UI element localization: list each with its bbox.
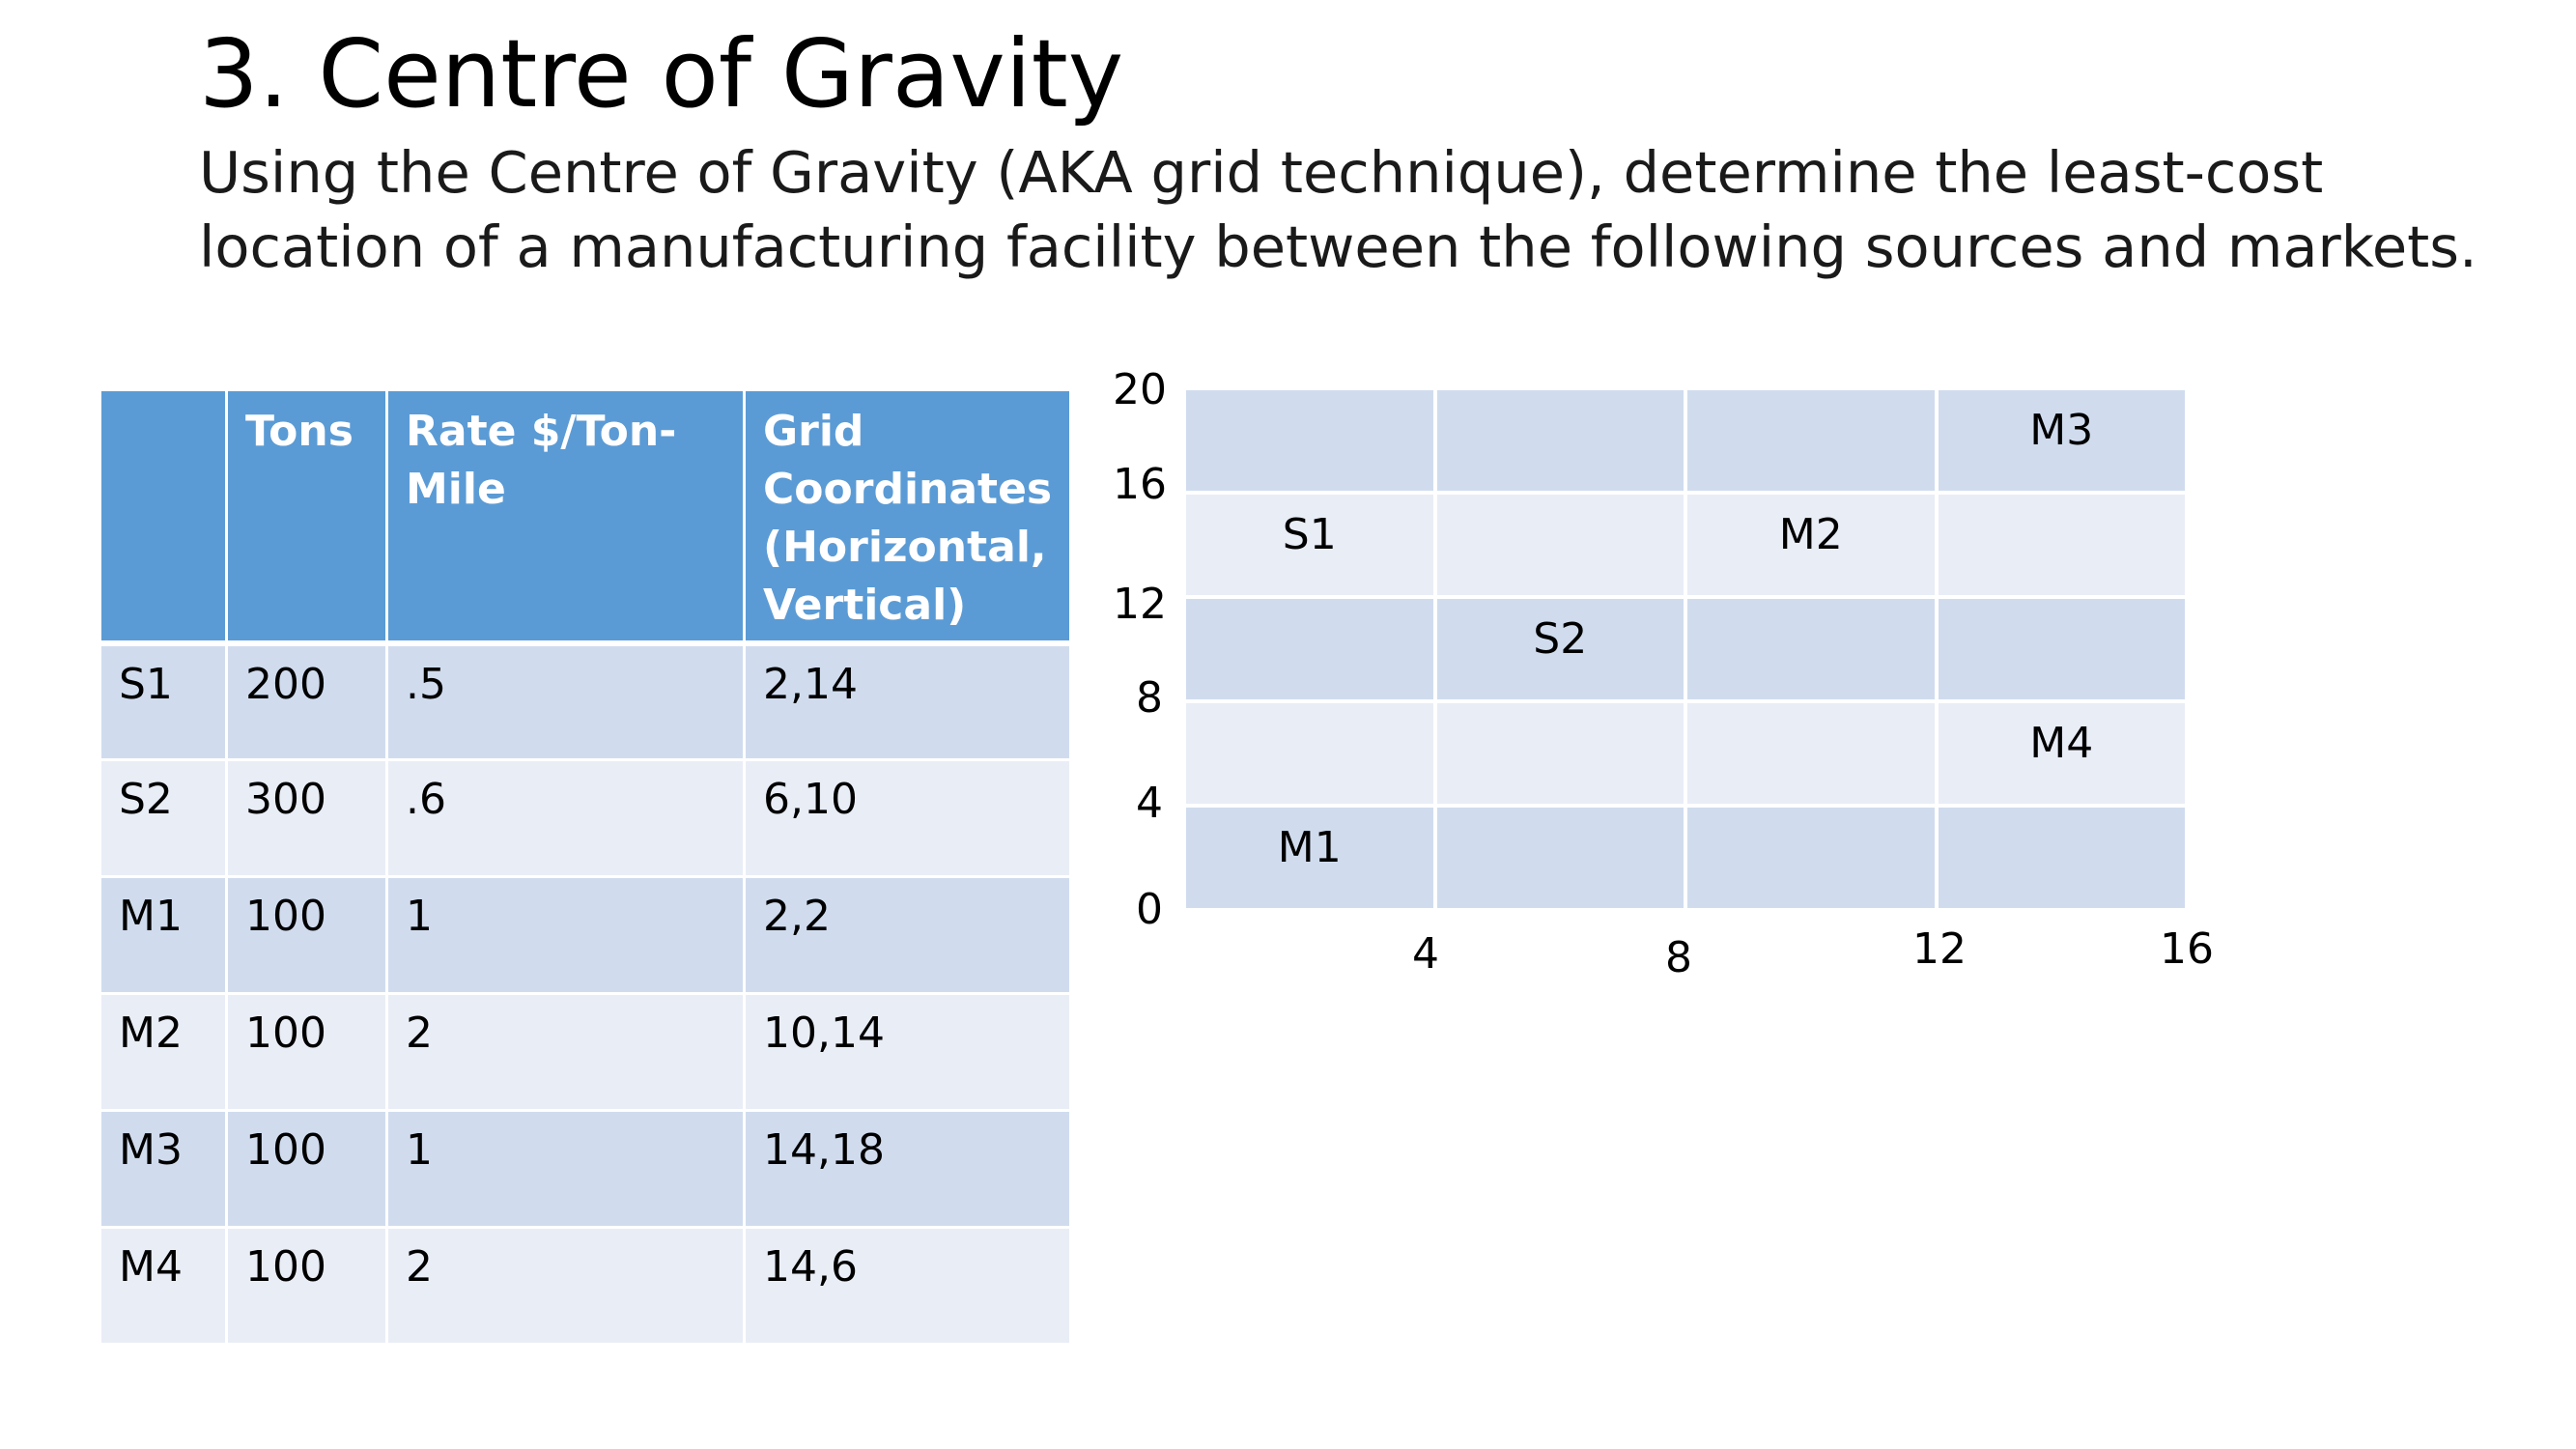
cell-tons: 300: [225, 758, 388, 878]
header-rate-line: Rate $/Ton-: [406, 407, 677, 456]
grid-cell: M4: [1936, 701, 2187, 806]
cell-rate: 2: [385, 992, 746, 1112]
grid-cell: S1: [1184, 493, 1435, 597]
header-grid-line: Coordinates: [763, 465, 1053, 514]
cell-rate: .6: [385, 758, 746, 878]
grid-cell: [1936, 806, 2187, 910]
header-grid-line: Vertical): [763, 581, 967, 630]
y-tick-label: 20: [1113, 365, 1167, 414]
table-row: M4 100 2 14,6: [99, 1226, 1073, 1346]
cell-coords: 14,6: [742, 1226, 1073, 1346]
header-grid-line: Grid: [763, 407, 864, 456]
grid-cell: [1936, 597, 2187, 701]
cell-tons: 100: [225, 1226, 388, 1346]
grid-cell: [1184, 597, 1435, 701]
cell-tons: 100: [225, 875, 388, 995]
grid-cell-label: S2: [1533, 614, 1588, 664]
header-tons: Tons: [225, 388, 388, 644]
cell-tons: 100: [225, 1109, 388, 1229]
grid-cell: [1685, 701, 1937, 806]
grid-cell: [1184, 388, 1435, 493]
x-tick-label: 12: [1912, 924, 1967, 974]
y-tick-label: 8: [1136, 673, 1163, 723]
cell-id: M1: [99, 875, 228, 995]
location-grid-map: M3 S1 M2 S2 M4 M1: [1184, 388, 2187, 910]
cell-id: M4: [99, 1226, 228, 1346]
table-row: S2 300 .6 6,10: [99, 758, 1073, 878]
grid-cell: [1685, 597, 1937, 701]
y-tick-label: 16: [1113, 460, 1167, 509]
x-tick-label: 8: [1665, 933, 1692, 982]
table-row: S1 200 .5 2,14: [99, 639, 1073, 761]
cell-id: S1: [99, 639, 228, 761]
grid-cell: S2: [1434, 597, 1685, 701]
grid-cell: [1685, 806, 1937, 910]
grid-cell: M1: [1184, 806, 1435, 910]
cell-id: S2: [99, 758, 228, 878]
header-rate-line: Mile: [406, 465, 506, 514]
grid-cell: [1434, 493, 1685, 597]
cell-tons: 200: [225, 639, 388, 761]
grid-cell: [1184, 701, 1435, 806]
cell-coords: 14,18: [742, 1109, 1073, 1229]
grid-cell-label: M1: [1277, 823, 1342, 872]
grid-cell-label: M3: [2029, 406, 2094, 455]
grid-cell: M3: [1936, 388, 2187, 493]
cell-coords: 10,14: [742, 992, 1073, 1112]
subtitle-line-1: Using the Centre of Gravity (AKA grid te…: [199, 139, 2324, 206]
grid-cell: [1434, 388, 1685, 493]
cell-tons: 100: [225, 992, 388, 1112]
header-grid-line: (Horizontal,: [763, 523, 1047, 572]
y-tick-label: 12: [1113, 580, 1167, 629]
cell-coords: 6,10: [742, 758, 1073, 878]
y-tick-label: 0: [1136, 885, 1163, 934]
cell-rate: 1: [385, 875, 746, 995]
grid-cell-label: S1: [1282, 510, 1337, 559]
locations-table: Tons Rate $/Ton- Mile Grid Coordinates (…: [99, 388, 1073, 1346]
slide-title: 3. Centre of Gravity: [199, 19, 1124, 128]
cell-rate: 1: [385, 1109, 746, 1229]
header-rate: Rate $/Ton- Mile: [385, 388, 746, 644]
cell-coords: 2,14: [742, 639, 1073, 761]
table-row: M3 100 1 14,18: [99, 1109, 1073, 1229]
cell-id: M3: [99, 1109, 228, 1229]
grid-cell: M2: [1685, 493, 1937, 597]
x-tick-label: 4: [1412, 929, 1439, 979]
header-id: [99, 388, 228, 644]
cell-coords: 2,2: [742, 875, 1073, 995]
grid-cell: [1685, 388, 1937, 493]
grid-cell-label: M2: [1778, 510, 1843, 559]
x-tick-label: 16: [2160, 924, 2214, 974]
header-grid-coordinates: Grid Coordinates (Horizontal, Vertical): [742, 388, 1073, 644]
grid-cell: [1434, 806, 1685, 910]
grid-cell: [1434, 701, 1685, 806]
cell-id: M2: [99, 992, 228, 1112]
table-header-row: Tons Rate $/Ton- Mile Grid Coordinates (…: [99, 388, 1073, 644]
grid-cell-label: M4: [2029, 719, 2094, 768]
grid-cell: [1936, 493, 2187, 597]
table-row: M1 100 1 2,2: [99, 875, 1073, 995]
slide-subtitle: Using the Centre of Gravity (AKA grid te…: [199, 135, 2498, 284]
y-tick-label: 4: [1136, 779, 1163, 828]
table-row: M2 100 2 10,14: [99, 992, 1073, 1112]
cell-rate: 2: [385, 1226, 746, 1346]
subtitle-line-2: location of a manufacturing facility bet…: [199, 213, 2477, 280]
cell-rate: .5: [385, 639, 746, 761]
